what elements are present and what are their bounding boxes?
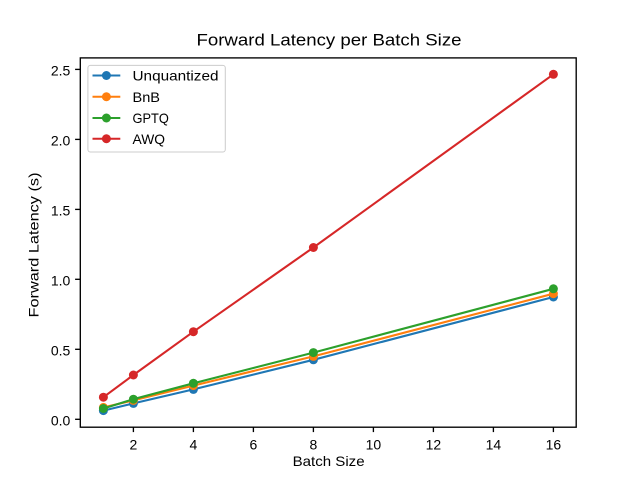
svg-text:Forward Latency per Batch Size: Forward Latency per Batch Size <box>197 30 462 49</box>
svg-text:BnB: BnB <box>133 89 161 105</box>
svg-text:Unquantized: Unquantized <box>133 68 219 84</box>
svg-text:12: 12 <box>426 436 442 452</box>
svg-text:8: 8 <box>310 436 318 452</box>
svg-text:2: 2 <box>130 436 138 452</box>
svg-text:Batch Size: Batch Size <box>293 453 365 469</box>
svg-text:GPTQ: GPTQ <box>133 110 169 126</box>
svg-text:Forward Latency (s): Forward Latency (s) <box>26 173 42 318</box>
svg-text:6: 6 <box>250 436 258 452</box>
svg-text:2.0: 2.0 <box>51 133 71 149</box>
svg-text:0.5: 0.5 <box>51 342 71 358</box>
svg-text:16: 16 <box>546 436 562 452</box>
svg-text:1.0: 1.0 <box>51 272 71 288</box>
svg-text:14: 14 <box>486 436 502 452</box>
svg-text:2.5: 2.5 <box>51 63 71 79</box>
svg-text:0.0: 0.0 <box>51 412 71 428</box>
svg-text:AWQ: AWQ <box>133 131 166 147</box>
svg-text:1.5: 1.5 <box>51 203 71 219</box>
svg-text:10: 10 <box>366 436 382 452</box>
svg-text:4: 4 <box>190 436 198 452</box>
